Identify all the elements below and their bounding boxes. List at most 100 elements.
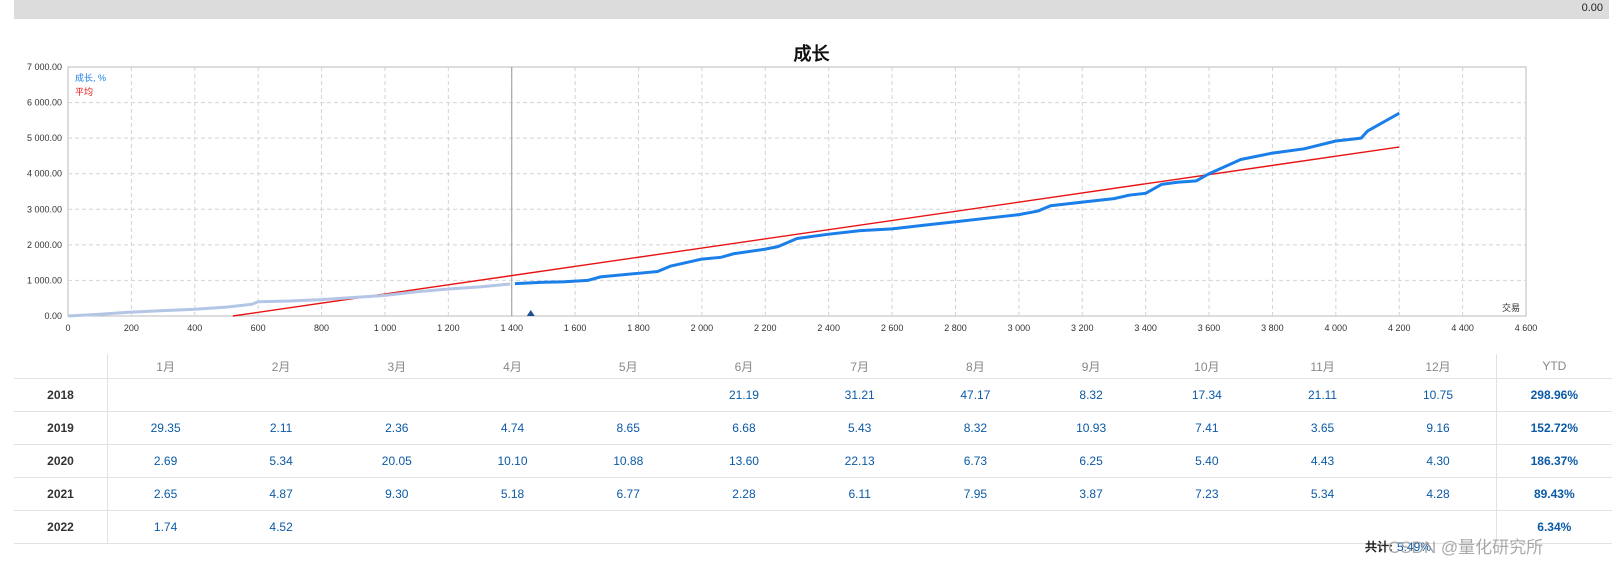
top-summary-value: 0.00: [1581, 2, 1603, 14]
month-value-cell: 5.18: [454, 477, 571, 511]
month-value-cell: 2.36: [338, 411, 455, 445]
month-header: 3月: [387, 359, 407, 374]
month-header: 5月: [618, 359, 638, 374]
growth-line: [514, 111, 1400, 286]
month-value-cell: 4.28: [1380, 477, 1497, 511]
y-tick-label: 5 000.00: [27, 133, 62, 143]
x-tick-label: 3 600: [1198, 323, 1221, 333]
x-tick-label: 3 800: [1261, 323, 1284, 333]
month-value-cell: [570, 378, 687, 412]
month-value-cell: 4.30: [1380, 444, 1497, 478]
year-cell: 2021: [14, 477, 108, 511]
year-cell: 2022: [14, 510, 108, 544]
month-value-cell: [454, 510, 571, 544]
x-tick-label: 2 200: [754, 323, 777, 333]
x-tick-label: 2 400: [817, 323, 840, 333]
legend-growth: 成长, %: [75, 72, 106, 83]
month-value-cell: [454, 378, 571, 412]
month-value-cell: 8.65: [570, 411, 687, 445]
table-body: 2018 21.19 31.21 47.17 8.32 17.34 21.11 10.75 29…: [14, 378, 1612, 544]
month-value-cell: 9.16: [1380, 411, 1497, 445]
x-tick-label: 2 800: [944, 323, 967, 333]
x-tick-label: 1 400: [500, 323, 523, 333]
ytd-cell: 6.34%: [1495, 510, 1612, 544]
growth-chart: 0 200 400 600 800 1 000 1 200 1 400 1 600 1 800 2 …: [27, 62, 1538, 333]
table-row: 2022 1.74 4.52 6.34%: [14, 510, 1612, 544]
table-row: 2019 29.35 2.11 2.36 4.74 8.65 6.68 5.43 8.32 10.…: [14, 411, 1612, 445]
growth-line-history: [67, 282, 511, 318]
month-value-cell: 7.41: [1148, 411, 1265, 445]
month-value-cell: [107, 378, 224, 412]
x-tick-label: 600: [251, 323, 266, 333]
month-value-cell: [686, 510, 802, 544]
monthly-returns-table: 1月 2月 3月 4月 5月 6月 7月 8月 9月 10月 11月 12月 YTD 2018 21.19…: [14, 354, 1612, 544]
month-value-cell: 6.73: [917, 444, 1034, 478]
x-tick-label: 2 600: [881, 323, 904, 333]
month-header: 10月: [1194, 359, 1220, 374]
month-value-cell: 5.43: [801, 411, 918, 445]
month-header: 8月: [966, 359, 985, 374]
month-header: 1月: [156, 359, 175, 374]
total-label: 共计:: [1365, 540, 1393, 554]
month-value-cell: 3.65: [1264, 411, 1381, 445]
month-value-cell: [570, 510, 687, 544]
y-tick-label: 4 000.00: [27, 169, 62, 179]
x-tick-label: 800: [314, 323, 329, 333]
month-value-cell: 21.11: [1264, 378, 1381, 412]
month-value-cell: 5.34: [1264, 477, 1381, 511]
trade-marker-triangle: [526, 310, 535, 316]
month-value-cell: 17.34: [1148, 378, 1265, 412]
month-value-cell: 20.05: [338, 444, 455, 478]
y-tick-label: 0.00: [44, 311, 62, 321]
x-tick-label: 400: [187, 323, 202, 333]
ytd-cell: 186.37%: [1495, 444, 1612, 478]
month-value-cell: 10.75: [1380, 378, 1497, 412]
month-value-cell: 1.74: [107, 510, 224, 544]
ytd-cell: 298.96%: [1495, 378, 1612, 412]
month-value-cell: 4.74: [454, 411, 571, 445]
month-header: 6月: [734, 359, 754, 374]
y-tick-label: 2 000.00: [27, 240, 62, 250]
plot-area: [67, 66, 1527, 317]
x-tick-label: 1 800: [627, 323, 650, 333]
chart-title: 成长: [793, 44, 830, 64]
x-tick-label: 4 200: [1388, 323, 1411, 333]
year-column-header: [14, 354, 108, 379]
table-row: 2020 2.69 5.34 20.05 10.10 10.88 13.60 22.13 6.7…: [14, 444, 1612, 478]
month-header: 9月: [1081, 359, 1101, 374]
month-value-cell: 22.13: [801, 444, 918, 478]
month-value-cell: 2.28: [686, 477, 802, 511]
y-tick-label: 3 000.00: [27, 204, 62, 214]
month-value-cell: 7.23: [1148, 477, 1265, 511]
x-tick-label: 3 200: [1071, 323, 1094, 333]
y-tick-label: 7 000.00: [27, 62, 62, 72]
month-value-cell: 6.11: [801, 477, 918, 511]
month-value-cell: [1380, 510, 1497, 544]
y-tick-label: 1 000.00: [27, 275, 62, 285]
x-tick-label: 200: [124, 323, 139, 333]
month-value-cell: [338, 510, 455, 544]
x-tick-label: 4 400: [1451, 323, 1474, 333]
month-value-cell: [223, 378, 339, 412]
total-value: 5.49%: [1397, 540, 1432, 554]
month-value-cell: 29.35: [107, 411, 224, 445]
month-header: 7月: [850, 359, 870, 374]
top-summary-bar: 0.00: [14, 0, 1609, 19]
month-header: 11月: [1310, 359, 1335, 374]
month-value-cell: 13.60: [686, 444, 802, 478]
month-value-cell: 10.93: [1033, 411, 1149, 445]
month-value-cell: [1033, 510, 1149, 544]
month-value-cell: 9.30: [338, 477, 455, 511]
month-value-cell: 3.87: [1033, 477, 1149, 511]
x-tick-label: 1 200: [437, 323, 460, 333]
month-value-cell: [801, 510, 918, 544]
watermark: CSDN @量化研究所: [1388, 538, 1544, 557]
ytd-cell: 89.43%: [1495, 477, 1612, 511]
month-value-cell: 10.10: [454, 444, 571, 478]
x-tick-label: 4 600: [1515, 323, 1538, 333]
x-tick-label: 2 000: [691, 323, 714, 333]
total-summary: 共计: 5.49%: [1365, 538, 1431, 555]
month-value-cell: 8.32: [1033, 378, 1149, 412]
month-value-cell: 2.11: [223, 411, 339, 445]
month-value-cell: [1148, 510, 1265, 544]
